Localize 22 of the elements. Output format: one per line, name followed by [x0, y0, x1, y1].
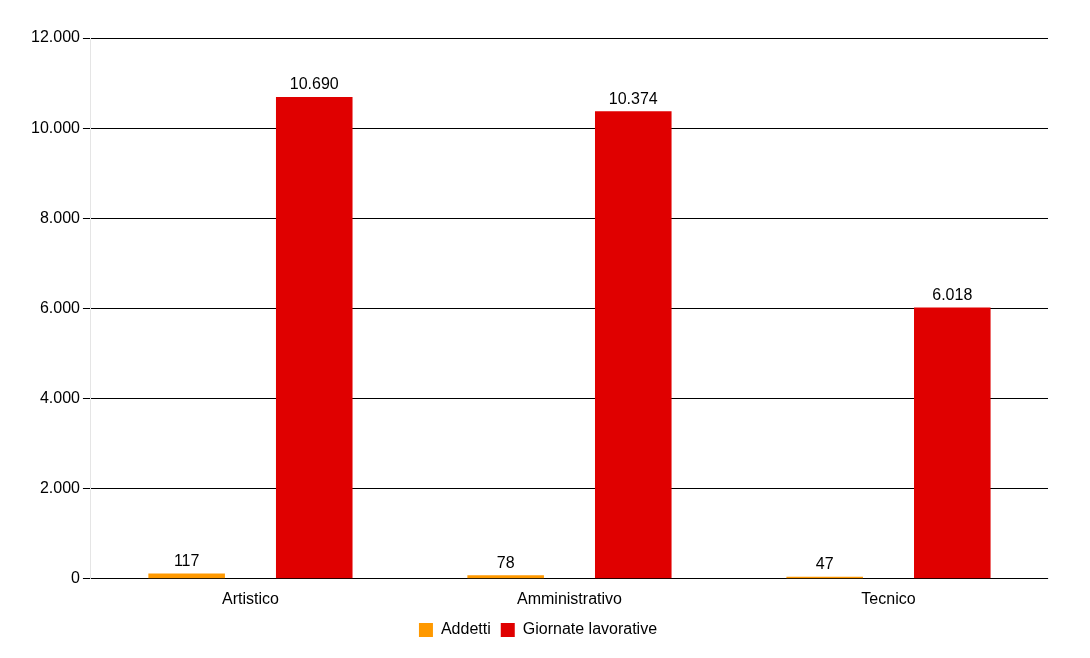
bar [594, 111, 672, 579]
x-tick-label: Tecnico [861, 589, 916, 607]
y-tick-label: 6.000 [39, 298, 81, 316]
x-tick-label: Amministrativo [517, 589, 623, 607]
bar [467, 575, 544, 579]
x-tick-label: Artistico [221, 589, 279, 607]
data-label: 10.690 [289, 75, 339, 93]
y-tick-label: 8.000 [39, 208, 81, 226]
y-tick-label: 12.000 [31, 28, 81, 46]
data-label: 78 [496, 553, 515, 571]
legend-label: Addetti [440, 620, 491, 638]
data-label: 6.018 [932, 286, 973, 303]
bar [914, 307, 991, 579]
data-label: 117 [173, 551, 200, 569]
y-tick-label: 4.000 [39, 388, 81, 406]
data-label: 47 [815, 555, 834, 573]
y-tick-label: 2.000 [39, 479, 81, 497]
y-tick-label: 10.000 [31, 118, 81, 136]
legend-label: Giornate lavorative [522, 620, 658, 638]
data-label: 10.374 [608, 89, 658, 107]
bar [275, 97, 353, 579]
y-tick-label: 0 [71, 569, 81, 587]
